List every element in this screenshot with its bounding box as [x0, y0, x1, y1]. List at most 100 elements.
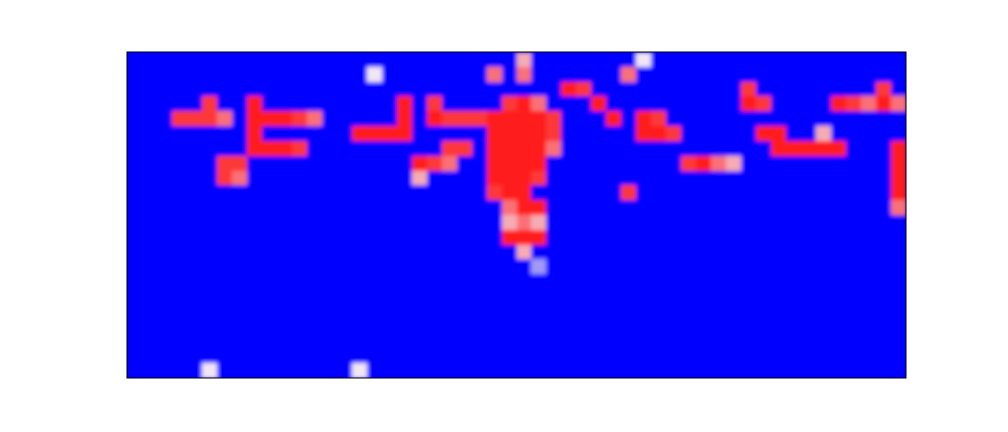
heatmap-cell [591, 348, 607, 363]
heatmap-cell [876, 319, 892, 334]
heatmap-cell [382, 200, 398, 215]
heatmap-cell [711, 274, 727, 289]
heatmap-cell [277, 200, 293, 215]
heatmap-cell [846, 334, 862, 349]
heatmap-cell [891, 319, 906, 334]
heatmap-cell [517, 200, 533, 215]
heatmap-cell [846, 96, 862, 111]
heatmap-cell [502, 185, 518, 200]
heatmap-cell [412, 334, 428, 349]
heatmap-cell [457, 82, 473, 97]
heatmap-cell [202, 230, 218, 245]
heatmap-cell [187, 363, 203, 378]
heatmap-cell [711, 215, 727, 230]
heatmap-cell [172, 334, 188, 349]
heatmap-cell [786, 171, 802, 186]
heatmap-cell [457, 185, 473, 200]
heatmap-cell [831, 156, 847, 171]
heatmap-cell [202, 289, 218, 304]
heatmap-cell [666, 111, 682, 126]
heatmap-cell [427, 185, 443, 200]
heatmap-cell [726, 274, 742, 289]
heatmap-cell [262, 156, 278, 171]
heatmap-cell [816, 96, 832, 111]
heatmap-cell [292, 334, 308, 349]
heatmap-cell [412, 96, 428, 111]
heatmap-cell [726, 319, 742, 334]
heatmap-cell [636, 171, 652, 186]
heatmap-cell [247, 141, 263, 156]
heatmap-cell [172, 67, 188, 82]
heatmap-cell [457, 200, 473, 215]
heatmap-cell [891, 334, 906, 349]
heatmap-cell [561, 274, 577, 289]
heatmap-cell [726, 348, 742, 363]
heatmap-cell [517, 67, 533, 82]
heatmap-cell [397, 259, 413, 274]
heatmap-cell [861, 111, 877, 126]
heatmap-cell [576, 304, 592, 319]
heatmap-cell [546, 67, 562, 82]
heatmap-cell [172, 245, 188, 260]
heatmap-cell [651, 348, 667, 363]
heatmap-cell [487, 156, 503, 171]
heatmap-cell [591, 200, 607, 215]
heatmap-cell [636, 126, 652, 141]
heatmap-cell [472, 126, 488, 141]
heatmap-cell [472, 171, 488, 186]
heatmap-cell [846, 319, 862, 334]
heatmap-cell [307, 156, 323, 171]
heatmap-cell [531, 348, 547, 363]
heatmap-cell [142, 141, 158, 156]
heatmap-cell [576, 215, 592, 230]
heatmap-cell [696, 334, 712, 349]
heatmap-cell [696, 171, 712, 186]
heatmap-cell [561, 126, 577, 141]
heatmap-cell [217, 200, 233, 215]
heatmap-cell [307, 215, 323, 230]
heatmap-cell [681, 289, 697, 304]
heatmap-cell [891, 111, 906, 126]
heatmap-cell [741, 363, 757, 378]
heatmap-cell [157, 67, 173, 82]
heatmap-cell [591, 82, 607, 97]
heatmap-cell [382, 111, 398, 126]
heatmap-cell [337, 215, 353, 230]
heatmap-cell [457, 289, 473, 304]
heatmap-cell [442, 200, 458, 215]
heatmap-cell [247, 245, 263, 260]
heatmap-cell [247, 230, 263, 245]
heatmap-cell [157, 185, 173, 200]
heatmap-cell [217, 52, 233, 67]
heatmap-cell [801, 334, 817, 349]
heatmap-cell [786, 96, 802, 111]
heatmap-cell [681, 111, 697, 126]
heatmap-cell [187, 245, 203, 260]
heatmap-cell [187, 156, 203, 171]
heatmap-cell [651, 96, 667, 111]
heatmap-cell [801, 230, 817, 245]
heatmap-cell [666, 334, 682, 349]
heatmap-cell [816, 171, 832, 186]
heatmap-cell [741, 52, 757, 67]
heatmap-cell [247, 96, 263, 111]
heatmap-cell [741, 82, 757, 97]
heatmap-cell [442, 289, 458, 304]
heatmap-cell [322, 82, 338, 97]
heatmap-cell [861, 245, 877, 260]
heatmap-cell [232, 304, 248, 319]
heatmap-cell [217, 111, 233, 126]
heatmap-cell [232, 156, 248, 171]
heatmap-cell [531, 274, 547, 289]
heatmap-cell [651, 215, 667, 230]
heatmap-cell [427, 156, 443, 171]
heatmap-cell [382, 319, 398, 334]
heatmap-cell [427, 289, 443, 304]
heatmap-cell [651, 289, 667, 304]
heatmap-cell [771, 126, 787, 141]
heatmap-cell [277, 111, 293, 126]
heatmap-cell [382, 185, 398, 200]
heatmap-cell [546, 156, 562, 171]
heatmap-cell [412, 319, 428, 334]
heatmap-cell [292, 348, 308, 363]
